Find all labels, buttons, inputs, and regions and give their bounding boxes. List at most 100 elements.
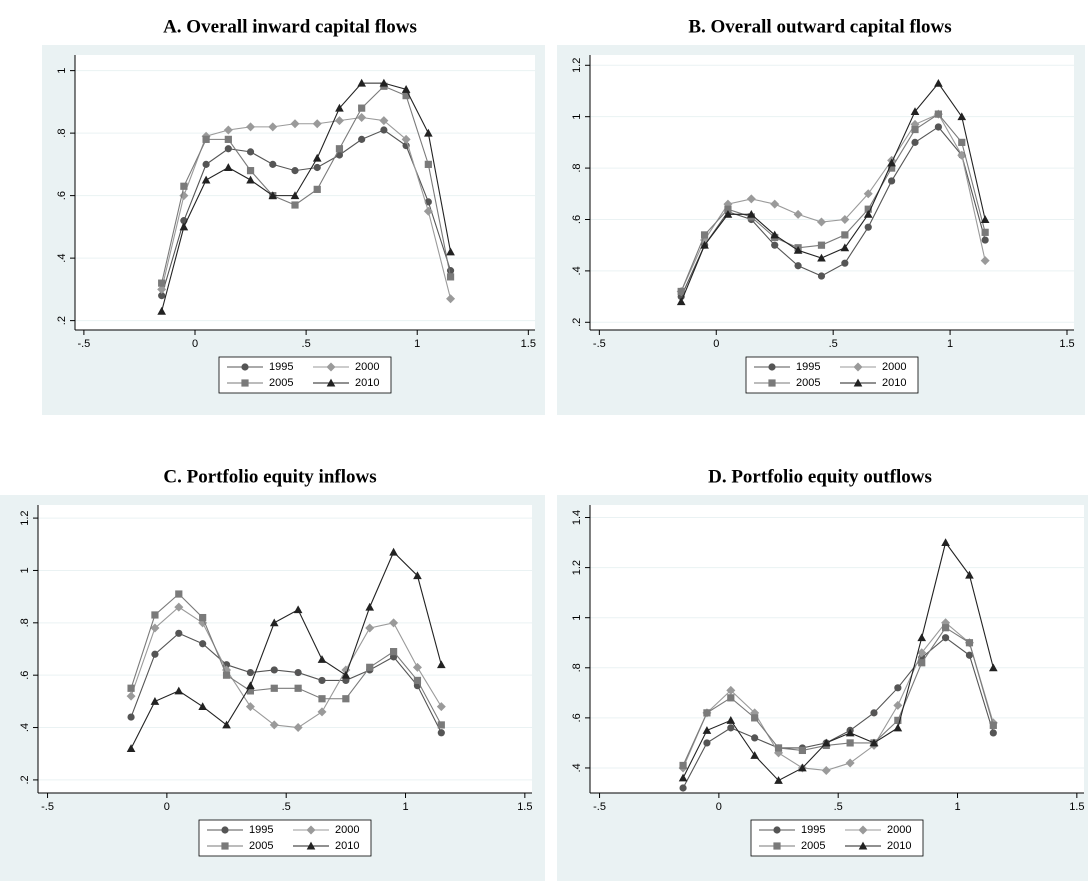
data-point xyxy=(726,685,736,695)
series-line xyxy=(682,626,994,766)
legend-marker xyxy=(241,379,249,387)
x-tick-label: 1 xyxy=(402,801,408,813)
series-line xyxy=(130,593,442,726)
y-tick-label: .2 xyxy=(571,318,583,327)
data-point xyxy=(412,662,422,672)
series-line xyxy=(680,113,986,292)
data-point xyxy=(446,247,455,256)
data-point xyxy=(151,611,159,619)
legend-label: 2005 xyxy=(801,840,825,852)
data-point xyxy=(941,624,950,632)
data-point xyxy=(334,116,344,126)
legend-marker xyxy=(306,841,316,850)
data-point xyxy=(380,126,388,134)
x-tick-label: .5 xyxy=(834,801,843,813)
data-point xyxy=(293,723,303,733)
data-point xyxy=(894,684,902,692)
data-point xyxy=(989,721,997,729)
data-point xyxy=(246,122,256,132)
legend-label: 2000 xyxy=(887,824,911,836)
x-tick-label: .5 xyxy=(302,338,311,350)
legend-label: 1995 xyxy=(249,824,273,836)
legend-label: 2005 xyxy=(269,377,293,389)
data-point xyxy=(424,128,433,137)
data-point xyxy=(817,253,826,262)
data-point xyxy=(290,119,300,129)
y-tick-label: .4 xyxy=(19,723,31,732)
data-point xyxy=(269,618,279,627)
y-tick-label: .8 xyxy=(56,129,68,138)
data-point xyxy=(917,633,927,642)
data-point xyxy=(151,650,159,658)
data-point xyxy=(335,145,344,153)
data-point xyxy=(401,134,411,144)
data-point xyxy=(727,724,735,732)
legend-marker xyxy=(221,842,229,850)
data-point xyxy=(342,695,350,703)
data-point xyxy=(180,182,188,190)
y-tick-label: .6 xyxy=(571,713,583,722)
legend-marker xyxy=(768,363,776,371)
data-point xyxy=(436,660,446,669)
data-point xyxy=(357,78,366,87)
y-tick-label: .4 xyxy=(571,763,583,772)
data-point xyxy=(174,686,184,695)
series-line xyxy=(680,82,986,302)
data-point xyxy=(888,177,896,185)
series-line xyxy=(130,632,442,734)
series-line xyxy=(682,541,994,782)
data-point xyxy=(864,223,872,231)
data-point xyxy=(841,259,849,267)
data-point xyxy=(293,605,303,614)
legend-marker xyxy=(306,825,316,835)
data-point xyxy=(774,744,783,752)
data-point xyxy=(676,297,686,306)
data-point xyxy=(941,634,950,642)
plot-area xyxy=(75,55,535,330)
x-tick-label: 1.5 xyxy=(1069,801,1084,813)
data-point xyxy=(379,116,389,126)
x-tick-label: 1.5 xyxy=(1059,338,1074,350)
data-point xyxy=(313,185,321,193)
data-point xyxy=(127,713,135,721)
series-line xyxy=(130,606,442,729)
y-tick-label: 1 xyxy=(571,615,583,621)
data-point xyxy=(981,228,989,236)
data-point xyxy=(294,668,302,677)
y-tick-label: .8 xyxy=(19,618,31,627)
data-point xyxy=(703,739,711,747)
data-point xyxy=(198,702,207,711)
data-point xyxy=(981,236,989,244)
legend-label: 2005 xyxy=(249,840,273,852)
y-tick-label: .2 xyxy=(56,316,68,325)
data-point xyxy=(357,113,367,122)
data-point xyxy=(965,651,974,659)
chart-title: A. Overall inward capital flows xyxy=(163,16,417,37)
series-line xyxy=(161,129,452,296)
legend xyxy=(745,356,919,394)
data-point xyxy=(157,284,167,294)
legend-marker xyxy=(326,378,336,387)
series-line xyxy=(130,551,442,749)
y-tick-label: 1.2 xyxy=(19,510,31,525)
data-point xyxy=(677,287,685,296)
data-point xyxy=(179,222,189,231)
data-point xyxy=(988,663,998,672)
data-point xyxy=(965,639,974,647)
data-point xyxy=(726,716,736,724)
y-tick-label: .4 xyxy=(56,254,68,263)
legend-marker xyxy=(858,841,868,850)
data-point xyxy=(887,158,896,167)
legend-marker xyxy=(853,378,863,387)
data-point xyxy=(202,135,210,143)
data-point xyxy=(270,684,278,692)
legend-label: 2000 xyxy=(355,361,379,373)
x-tick-label: 0 xyxy=(716,801,722,813)
chart-title: D. Portfolio equity outflows xyxy=(708,466,932,487)
data-point xyxy=(127,684,135,692)
data-point xyxy=(934,78,943,87)
data-point xyxy=(358,104,366,112)
legend-label: 1995 xyxy=(796,361,820,373)
data-point xyxy=(224,145,232,153)
